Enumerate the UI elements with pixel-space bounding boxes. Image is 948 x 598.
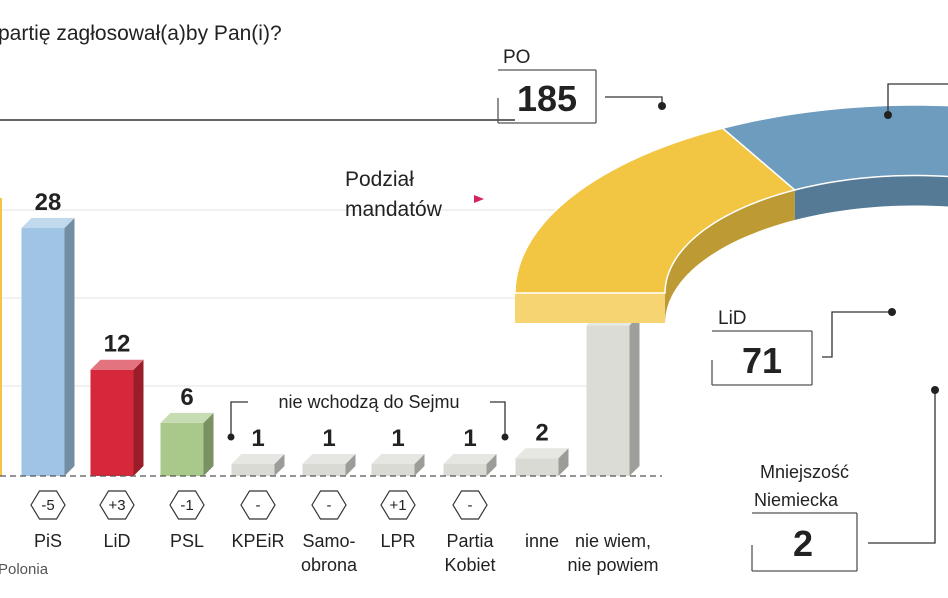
slice-inner-wall: [665, 189, 795, 323]
bar-3: [160, 412, 214, 476]
bar-top: [371, 454, 425, 464]
category-label: KPEiR: [231, 531, 284, 551]
mn-callout-label-2: Niemiecka: [754, 490, 839, 510]
bar-7: [443, 454, 497, 476]
slice-2: [721, 104, 948, 191]
pie-title-line-2: mandatów: [345, 198, 443, 221]
change-badge-value: -: [468, 497, 473, 514]
bar-front: [515, 458, 559, 476]
bar-top: [443, 454, 497, 464]
po-callout-value: 185: [517, 78, 577, 119]
change-badge: [452, 490, 488, 520]
bar-side: [133, 359, 144, 476]
change-badge: [99, 490, 135, 520]
bar-front: [371, 464, 415, 476]
bar-value-label: 1: [322, 425, 335, 452]
category-label: obrona: [301, 555, 358, 575]
bar-4: [231, 454, 285, 476]
po-callout-label: PO: [503, 47, 530, 68]
change-badge-value: +1: [389, 497, 406, 514]
bar-top: [231, 454, 285, 464]
partial-bar: [0, 198, 2, 476]
pie-title-line-1: Podział: [345, 168, 414, 191]
category-label: inne: [525, 531, 559, 551]
bar-front: [302, 464, 346, 476]
lid-callout: LiD 71: [711, 308, 896, 386]
bar-top: [302, 454, 356, 464]
not-in-sejm-label: nie wchodzą do Sejmu: [278, 392, 459, 412]
change-badge: [311, 490, 347, 520]
bar-side: [203, 412, 214, 476]
bar-front: [90, 369, 134, 476]
change-badge: [380, 490, 416, 520]
bar-5: [302, 454, 356, 476]
change-badge: [30, 490, 66, 520]
bar-top: [90, 359, 144, 370]
bar-6: [371, 454, 425, 476]
category-label: Partia: [446, 531, 494, 551]
change-badge-value: -5: [41, 497, 54, 514]
bar-value-label: 1: [391, 425, 404, 452]
bar-side: [486, 454, 497, 476]
bar-1: [21, 218, 75, 476]
bar-2: [90, 359, 144, 476]
seat-distribution-hemicycle: [514, 104, 948, 323]
bar-value-label: 28: [35, 189, 62, 216]
change-badge: [169, 490, 205, 520]
bar-top: [160, 412, 214, 423]
mn-callout-label-1: Mniejszość: [760, 462, 849, 482]
not-in-sejm-bracket: nie wchodzą do Sejmu: [227, 392, 509, 441]
bars-group: 28-5PiS12+3LiD6-1PSL1-KPEiR1-Samo-obrona…: [21, 189, 659, 575]
change-badge-value: -1: [180, 497, 193, 514]
bar-front: [160, 422, 204, 476]
bar-side: [558, 448, 569, 476]
bar-value-label: 6: [180, 384, 193, 411]
bar-top: [21, 218, 75, 228]
category-label: LiD: [103, 531, 130, 551]
slice-inner-wall: [794, 175, 948, 220]
change-badge-value: +3: [108, 497, 125, 514]
bar-side: [414, 454, 425, 476]
bar-value-label: 1: [251, 425, 264, 452]
bar-top: [515, 448, 569, 459]
bar-side: [64, 218, 75, 476]
bar-value-label: 1: [463, 425, 476, 452]
mn-callout-value: 2: [793, 523, 813, 564]
category-label: PSL: [170, 531, 204, 551]
lid-callout-value: 71: [742, 340, 782, 381]
bar-9: [586, 315, 640, 476]
bar-front: [586, 325, 630, 476]
category-label: LPR: [380, 531, 415, 551]
bar-8: [515, 448, 569, 476]
question-text: partię zagłosował(a)by Pan(i)?: [0, 22, 282, 45]
category-label: nie powiem: [567, 555, 658, 575]
category-label: Samo-: [302, 531, 355, 551]
bar-side: [274, 454, 285, 476]
category-label: Kobiet: [444, 555, 495, 575]
lid-callout-label: LiD: [718, 308, 747, 329]
second-party-callout: [884, 83, 948, 119]
bar-value-label: 12: [104, 331, 131, 358]
bar-side: [629, 315, 640, 476]
change-badge: [240, 490, 276, 520]
partial-category-label: Polonia: [0, 561, 49, 578]
category-label: nie wiem,: [575, 531, 651, 551]
pie-title-arrow-icon: [474, 195, 484, 203]
bar-front: [231, 464, 275, 476]
change-badge-value: -: [256, 497, 261, 514]
bar-value-label: 2: [535, 419, 548, 446]
bar-side: [345, 454, 356, 476]
change-badge-value: -: [327, 497, 332, 514]
bar-front: [21, 228, 65, 476]
slice-end-wall: [515, 293, 665, 323]
po-callout: PO 185: [497, 47, 666, 124]
bar-front: [443, 464, 487, 476]
mn-callout: Mniejszość Niemiecka 2: [751, 386, 939, 572]
category-label: PiS: [34, 531, 62, 551]
